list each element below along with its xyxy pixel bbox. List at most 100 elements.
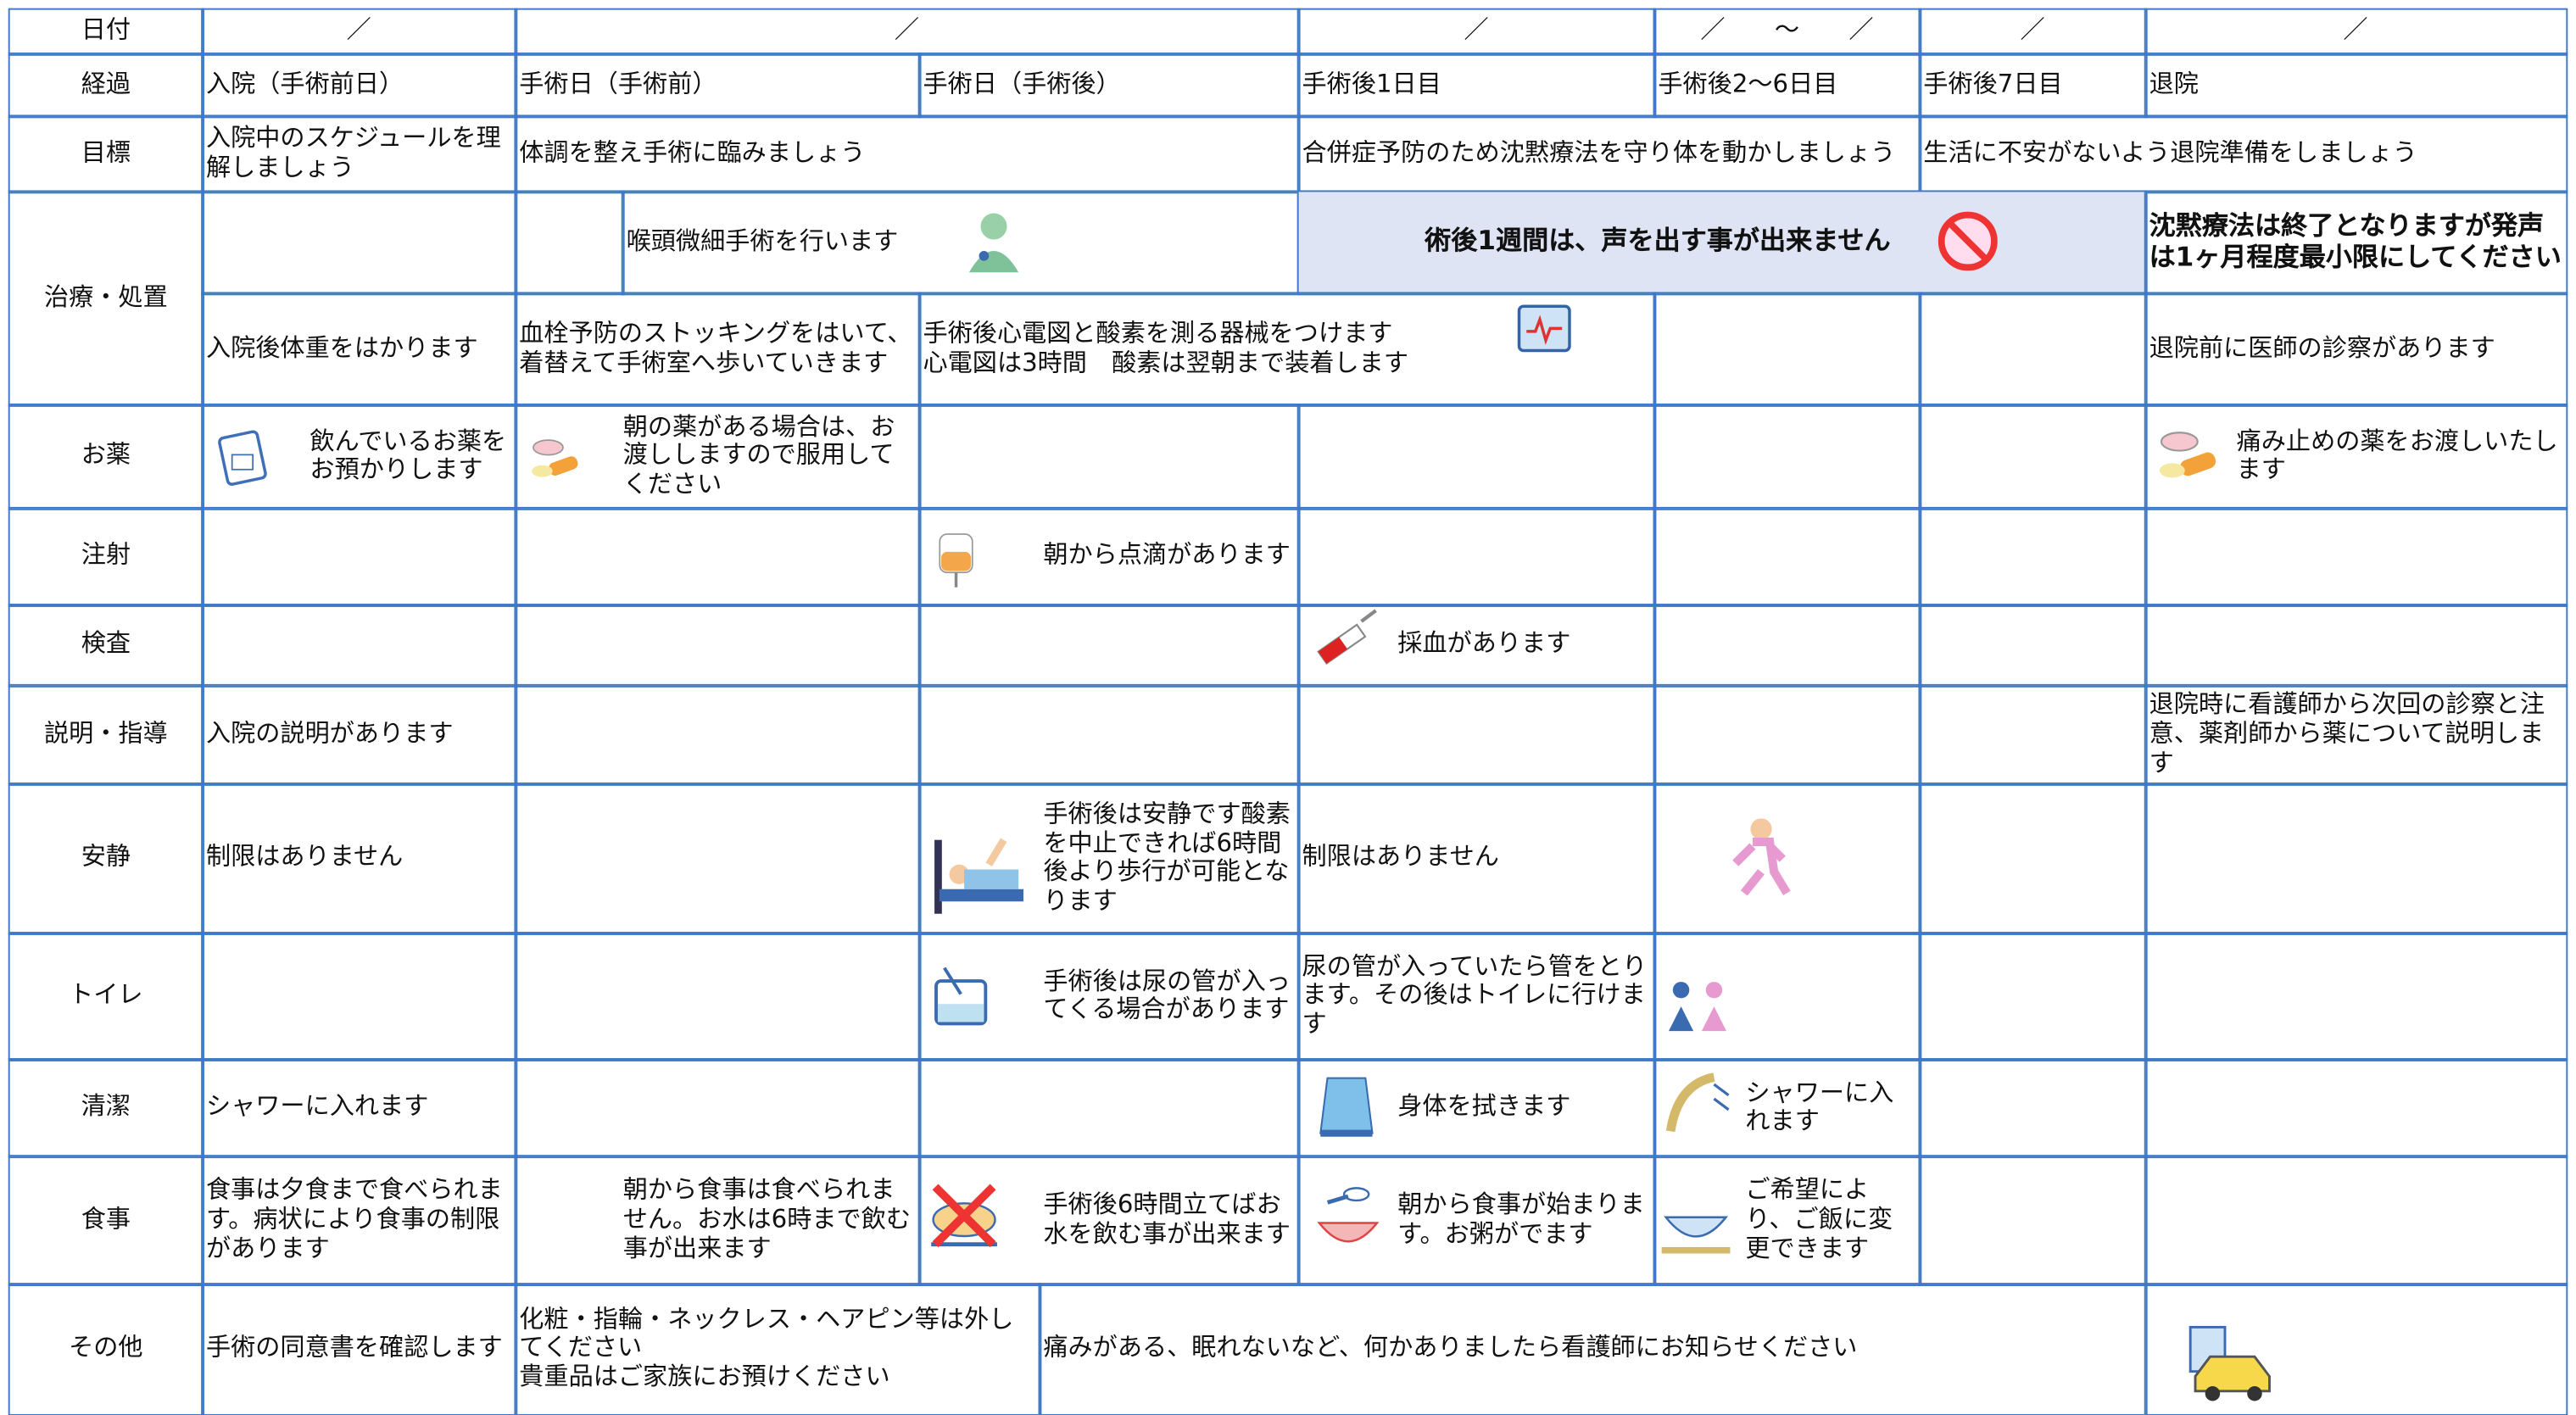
row-label: 治療・処置 xyxy=(8,190,204,406)
empty-cell xyxy=(514,782,921,934)
empty-cell xyxy=(514,1058,921,1158)
urine-bag-icon xyxy=(934,967,988,1026)
empty-cell xyxy=(1296,683,1656,785)
empty-cell xyxy=(201,190,517,295)
cell: 手術後2～6日目 xyxy=(1653,52,1921,118)
towel-icon xyxy=(1319,1077,1374,1137)
cell: 手術後は尿の管が入ってくる場合があります xyxy=(917,932,1300,1061)
cell: 痛みがある、眠れないなど、何かありましたら看護師にお知らせください xyxy=(1038,1283,2147,1415)
pill-icon xyxy=(2159,432,2216,478)
cell: 手術の同意書を確認します xyxy=(201,1283,517,1415)
cell: 生活に不安がないよう退院準備をしましょう xyxy=(1918,114,2568,193)
cell: 手術後は安静です酸素を中止できれば6時間後より歩行が可能となります xyxy=(917,782,1300,934)
no-talking-icon xyxy=(1938,211,1998,271)
row-label: 説明・指導 xyxy=(8,683,204,785)
doctor-icon xyxy=(968,213,1019,273)
taxi-icon xyxy=(2188,1325,2271,1401)
empty-cell xyxy=(1918,932,2147,1061)
empty-cell xyxy=(1918,506,2147,606)
cell: 化粧・指輪・ネックレス・ヘアピン等は外してください 貴重品はご家族にお預けくださ… xyxy=(514,1283,1041,1415)
cell: 採血があります xyxy=(1296,604,1656,687)
empty-cell xyxy=(2144,506,2568,606)
empty-cell xyxy=(1918,292,2147,406)
cell: ／ xyxy=(1918,8,2147,55)
rice-bowl-icon xyxy=(1661,1216,1731,1254)
cell: 入院の説明があります xyxy=(201,683,517,785)
empty-cell xyxy=(1296,404,1656,510)
cell: ／ xyxy=(201,8,517,55)
cell: ／ ～ ／ xyxy=(1653,8,1921,55)
empty-cell xyxy=(1653,683,1921,785)
row-label: お薬 xyxy=(8,404,204,510)
cell: 朝から食事が始まります。お粥がでます xyxy=(1296,1155,1656,1286)
cell: 手術後心電図と酸素を測る器械をつけます 心電図は3時間 酸素は翌朝まで装着します xyxy=(917,292,1656,406)
empty-cell xyxy=(514,604,921,687)
empty-cell xyxy=(201,506,517,606)
empty-cell xyxy=(1918,683,2147,785)
row-label: 日付 xyxy=(8,8,204,55)
cell: 入院（手術前日） xyxy=(201,52,517,118)
cell: 朝の薬がある場合は、お渡ししますので服用してください xyxy=(514,404,921,510)
cell: 喉頭微細手術を行います xyxy=(621,190,1300,295)
cell: 血栓予防のストッキングをはいて、着替えて手術室へ歩いていきます xyxy=(514,292,921,406)
cell: 食事は夕食まで食べられます。病状により食事の制限があります xyxy=(201,1155,517,1286)
empty-cell xyxy=(514,683,921,785)
cell: 退院 xyxy=(2144,52,2568,118)
cell: 入院後体重をはかります xyxy=(201,292,517,406)
cell: 制限はありません xyxy=(1296,782,1656,934)
empty-cell xyxy=(2144,782,2568,934)
empty-cell xyxy=(2144,932,2568,1061)
cell: ／ xyxy=(514,8,1300,55)
walking-icon xyxy=(1732,818,1791,896)
empty-cell xyxy=(1653,404,1921,510)
empty-cell xyxy=(201,604,517,687)
row-label: 経過 xyxy=(8,52,204,118)
cell: 手術後1日目 xyxy=(1296,52,1656,118)
row-label: 目標 xyxy=(8,114,204,193)
cell: 沈黙療法は終了となりますが発声は1ヶ月程度最小限にしてください xyxy=(2144,190,2568,295)
row-label: その他 xyxy=(8,1283,204,1415)
monitor-icon xyxy=(1517,304,1571,353)
empty-cell xyxy=(1918,604,2147,687)
cell: 痛み止めの薬をお渡しいたします xyxy=(2144,404,2568,510)
cell: 制限はありません xyxy=(201,782,517,934)
row-label: 注射 xyxy=(8,506,204,606)
cell: 手術後6時間立てばお水を飲む事が出来ます xyxy=(917,1155,1300,1286)
cell: 退院前に医師の診察があります xyxy=(2144,292,2568,406)
empty-cell xyxy=(1296,506,1656,606)
cell: 身体を拭きます xyxy=(1296,1058,1656,1158)
wc-icon xyxy=(1668,982,1727,1032)
cell: 退院時に看護師から次回の診察と注意、薬剤師から薬について説明します xyxy=(2144,683,2568,785)
cell: 朝から点滴があります xyxy=(917,506,1300,606)
empty-cell xyxy=(1918,1058,2147,1158)
row-label: 安静 xyxy=(8,782,204,934)
empty-cell xyxy=(1653,932,1921,1061)
cell: 飲んでいるお薬をお預かりします xyxy=(201,404,517,510)
medicine-icon xyxy=(218,430,267,486)
row-label: 食事 xyxy=(8,1155,204,1286)
cell: ／ xyxy=(2144,8,2568,55)
empty-cell xyxy=(2144,604,2568,687)
bed-icon xyxy=(934,838,1024,914)
pill-icon xyxy=(532,439,578,477)
empty-cell xyxy=(1653,506,1921,606)
cell: 術後1週間は、声を出す事が出来ません xyxy=(1296,190,2147,295)
no-eating-icon xyxy=(931,1184,997,1248)
empty-cell xyxy=(514,190,624,295)
empty-cell xyxy=(917,604,1300,687)
empty-cell xyxy=(514,932,921,1061)
cell: シャワーに入れます xyxy=(201,1058,517,1158)
cell: 入院中のスケジュールを理解しましょう xyxy=(201,114,517,193)
empty-cell xyxy=(1653,604,1921,687)
cell: ご希望により、ご飯に変更できます xyxy=(1653,1155,1921,1286)
cell: 手術日（手術後） xyxy=(917,52,1300,118)
empty-cell xyxy=(917,683,1300,785)
empty-cell xyxy=(201,932,517,1061)
cell: シャワーに入れます xyxy=(1653,1058,1921,1158)
cell: ／ xyxy=(1296,8,1656,55)
cell: 手術後7日目 xyxy=(1918,52,2147,118)
empty-cell xyxy=(1918,404,2147,510)
cell: 朝から食事は食べられません。お水は6時まで飲む事が出来ます xyxy=(514,1155,921,1286)
